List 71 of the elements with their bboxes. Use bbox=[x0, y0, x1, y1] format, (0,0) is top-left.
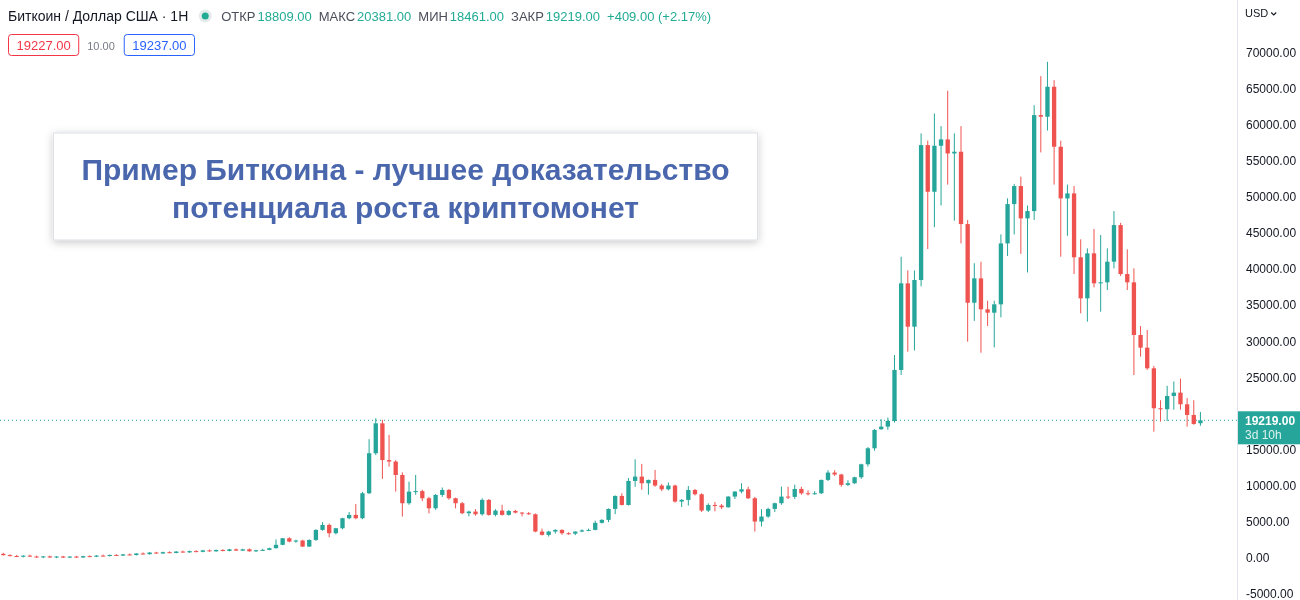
y-tick-label: 10000.00 bbox=[1246, 478, 1297, 493]
y-tick-label: 15000.00 bbox=[1246, 442, 1297, 457]
candlestick bbox=[686, 485, 691, 507]
annotation: 18461.00 bbox=[449, 9, 505, 24]
annotation: ОТКР bbox=[221, 9, 256, 24]
candlestick bbox=[672, 484, 678, 504]
candlestick bbox=[1105, 247, 1110, 291]
candlestick bbox=[1184, 397, 1190, 428]
y-tick-label: 25000.00 bbox=[1246, 370, 1297, 385]
annotation: ЗАКР bbox=[511, 9, 544, 24]
annotation: МИН bbox=[418, 9, 448, 24]
annotation: 19237.00 bbox=[132, 37, 187, 53]
y-tick-label: -5000.00 bbox=[1246, 587, 1294, 600]
candlestick bbox=[1158, 399, 1163, 423]
y-tick-label: 50000.00 bbox=[1246, 190, 1297, 205]
candlestick bbox=[779, 486, 784, 506]
y-tick-label: 40000.00 bbox=[1246, 262, 1297, 277]
y-tick-label: 60000.00 bbox=[1246, 118, 1297, 133]
candlestick bbox=[805, 489, 811, 496]
y-tick-label: 0.00 bbox=[1246, 551, 1270, 566]
candlestick bbox=[1012, 183, 1017, 235]
annotation: МАКС bbox=[318, 9, 356, 24]
y-tick-label: 65000.00 bbox=[1246, 82, 1297, 97]
y-tick-label: 45000.00 bbox=[1246, 226, 1297, 241]
candlestick bbox=[865, 446, 871, 468]
candlestick bbox=[985, 300, 990, 327]
candlestick bbox=[7, 553, 13, 557]
candlestick bbox=[393, 459, 398, 493]
candlestick bbox=[752, 496, 757, 533]
annotation: 19219.00 bbox=[545, 9, 601, 24]
candlestick bbox=[27, 554, 33, 558]
candlestick bbox=[712, 501, 718, 512]
candlestick bbox=[1191, 399, 1196, 426]
candlestick bbox=[1025, 205, 1030, 273]
text: USD bbox=[1245, 7, 1269, 19]
candlestick bbox=[652, 469, 658, 488]
candlestick bbox=[872, 428, 877, 452]
annotation: 20381.00 bbox=[357, 9, 412, 24]
candlestick bbox=[100, 554, 106, 557]
candlestick bbox=[992, 300, 997, 348]
candlestick bbox=[699, 492, 704, 513]
candlestick bbox=[180, 550, 186, 554]
y-tick-label: 5000.00 bbox=[1246, 515, 1290, 530]
annotation: 18809.00 bbox=[257, 9, 312, 24]
candlestick bbox=[945, 90, 950, 186]
candlestick bbox=[938, 125, 944, 207]
candlestick bbox=[785, 486, 791, 500]
candlestick bbox=[1145, 329, 1150, 371]
ref-line-label: 19219.00 bbox=[1245, 413, 1296, 428]
text: Пример Биткоина - лучшее доказательство потенциала роста криптомонет bbox=[81, 153, 730, 224]
candlestick bbox=[613, 494, 618, 515]
candlestick bbox=[413, 474, 418, 496]
annotation: 19227.00 bbox=[16, 37, 71, 53]
annotation: +409.00 (+2.17%) bbox=[607, 9, 712, 24]
candlestick bbox=[599, 518, 605, 525]
candlestick bbox=[1138, 325, 1143, 358]
candlestick bbox=[386, 434, 392, 468]
y-tick-label: 55000.00 bbox=[1246, 154, 1297, 169]
candlestick bbox=[1098, 234, 1103, 313]
y-tick-label: 30000.00 bbox=[1246, 334, 1297, 349]
candlestick bbox=[519, 511, 525, 517]
annotation: 10.00 bbox=[87, 39, 115, 52]
text: 3d 10h bbox=[1245, 428, 1282, 443]
y-tick-label: 70000.00 bbox=[1246, 46, 1297, 61]
candlestick bbox=[1178, 378, 1183, 411]
y-tick-label: 35000.00 bbox=[1246, 298, 1297, 313]
candlestick bbox=[845, 479, 851, 487]
candlestick bbox=[1065, 184, 1070, 237]
candlestick bbox=[1038, 75, 1043, 153]
text: Биткоин / Доллар США · 1H bbox=[8, 8, 189, 24]
candlestick bbox=[140, 551, 146, 556]
